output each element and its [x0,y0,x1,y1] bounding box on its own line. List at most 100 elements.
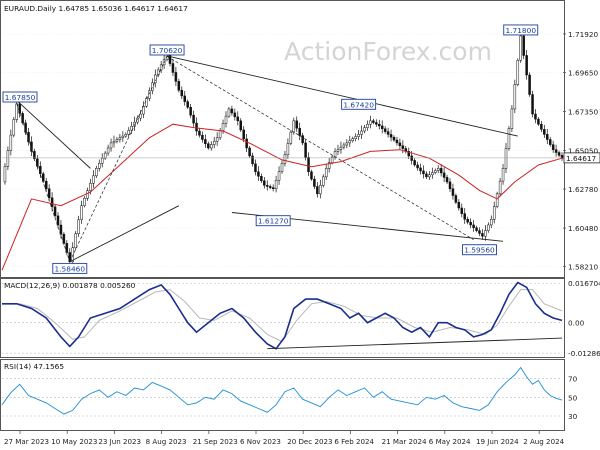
candle-body [183,95,186,102]
candle-body [454,195,458,203]
date-tick-label: 19 Jun 2024 [476,437,519,446]
candle-body [448,181,452,189]
candle-body [513,84,517,110]
candle-body [436,168,440,171]
candle-body [348,140,352,144]
date-tick-label: 8 Aug 2023 [146,437,187,446]
rsi-title: RSI(14) 47.1565 [4,362,64,371]
candle-body [139,113,142,119]
candle-body [42,173,45,182]
candle-body [9,134,13,151]
trendline [16,100,91,169]
candle-body [310,171,313,180]
candle-body [463,213,466,220]
candle-body [254,163,257,173]
annotation-box [341,98,377,110]
candle-body [472,224,475,229]
candle-body [106,147,110,154]
rsi-tick-label: 30 [568,412,578,421]
candle-body [171,63,175,73]
candle-body [127,130,130,135]
candle-body [86,190,89,199]
candle-body [304,142,307,158]
price-tick-label: 1.62780 [568,185,599,194]
candle-body [445,177,449,183]
trendline [69,56,168,262]
candle-body [245,138,248,149]
candle-body [336,149,340,152]
candle-body [192,114,195,124]
candle-body [148,90,151,99]
annotation-box [503,24,539,36]
trendline [166,55,518,137]
candle-body [260,176,263,182]
macd-tick-label: -0.012869 [568,349,600,358]
candle-body [12,119,16,136]
candle-body [121,135,125,139]
candle-body [490,219,493,226]
candle-body [507,128,511,149]
candle-body [460,207,464,214]
candle-body [50,197,54,208]
watermark: ActionForex.com [284,37,492,66]
trendline [166,56,474,240]
date-tick-label: 21 Mar 2024 [382,437,427,446]
trendline [69,205,180,263]
candle-body [366,123,369,128]
macd-tick-label: 0.00 [568,319,585,328]
candle-body [466,219,469,223]
macd-frame [0,278,565,358]
annotation-label: 1.71800 [505,26,536,35]
candle-body [39,166,42,175]
candle-body [431,172,434,175]
candle-body [487,224,490,231]
last-price-box [563,152,600,164]
candle-body [198,130,201,136]
candle-body [422,170,425,175]
candle-body [439,168,443,174]
annotation-box [52,262,88,274]
candle-body [407,151,410,157]
rsi-tick-label: 70 [568,375,578,384]
macd-panel: 0.016704 0.00 -0.012869 MACD(12,26,9) 0.001… [0,278,600,358]
date-tick-label: 6 May 2024 [429,437,471,446]
price-tick-label: 1.69650 [568,68,599,77]
candle-body [528,74,531,95]
candle-body [395,139,399,144]
candle-body [537,118,540,125]
price-title: EURAUD.Daily 1.64785 1.65036 1.64617 1.6… [4,4,188,13]
annotation-label: 1.67850 [5,93,36,102]
candle-body [360,130,363,135]
candle-body [268,186,272,188]
price-tick-label: 1.60480 [568,224,599,233]
candle-body [177,81,181,91]
candle-body [413,160,416,166]
candle-body [47,188,51,199]
candle-body [271,187,275,189]
date-tick-label: 10 May 2023 [51,437,97,446]
candle-body [316,186,319,195]
candle-body [212,140,216,145]
candle-body [351,138,354,142]
candle-body [498,180,502,195]
annotation-label: 1.58460 [55,264,86,273]
candle-body [6,150,10,167]
candle-body [201,135,204,140]
candle-body [416,164,419,169]
candle-body [516,60,520,85]
candle-body [195,122,198,132]
candle-body [475,227,478,231]
candle-body [531,94,534,115]
candle-body [230,108,234,114]
candle-body [319,185,322,195]
candle-body [74,233,77,248]
candle-body [522,35,525,56]
candle-body [434,170,437,173]
candle-body [224,115,228,124]
candle-body [389,134,393,138]
candle-body [56,215,60,226]
candle-body [557,152,561,156]
candle-body [168,54,172,64]
candle-body [44,181,48,189]
